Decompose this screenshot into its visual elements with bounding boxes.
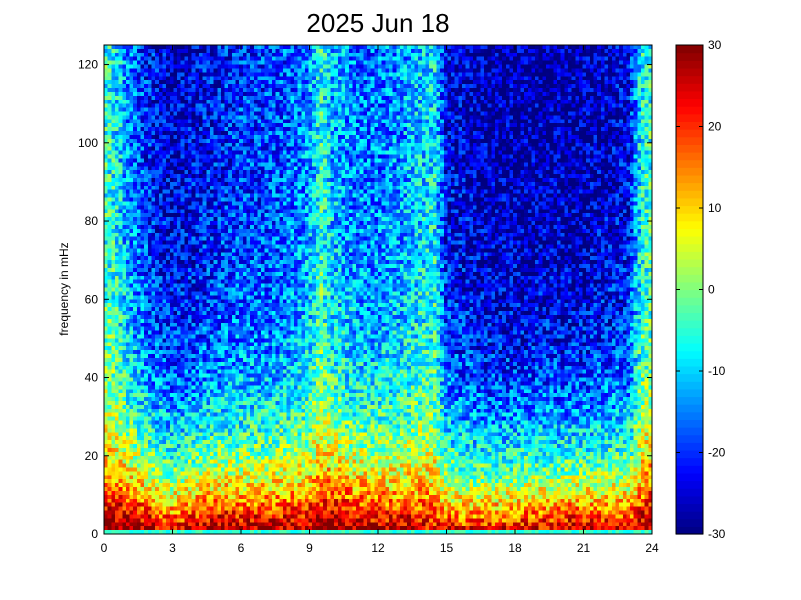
colorbar-swatch [676,258,703,268]
y-tick-label: 120 [78,58,98,72]
colorbar-swatch [676,98,703,107]
colorbar-swatch [676,419,703,428]
y-tick-label: 100 [78,136,98,150]
colorbar-swatch [676,335,703,344]
y-tick-label: 40 [85,371,99,385]
colorbar [676,45,703,535]
colorbar-swatch [676,511,703,520]
colorbar-swatch [676,281,703,291]
colorbar-tick-label: -10 [708,364,726,378]
colorbar-swatch [676,190,703,199]
colorbar-swatch [676,266,703,275]
colorbar-swatch [676,434,703,443]
colorbar-swatch [676,495,703,505]
colorbar-swatch [676,289,703,298]
colorbar-swatch [676,388,703,398]
y-tick-label: 20 [85,449,99,463]
colorbar-swatch [676,60,703,69]
y-axis: 0 20 40 60 80 100 120 [78,58,652,541]
x-tick-label: 3 [169,541,176,555]
colorbar-swatch [676,213,703,222]
colorbar-swatch [676,136,703,145]
colorbar-swatch [676,449,703,459]
x-tick-label: 18 [508,541,522,555]
heatmap-cells [104,45,652,534]
colorbar-swatch [676,174,703,184]
colorbar-swatch [676,350,703,359]
colorbar-swatch [676,144,703,153]
colorbar-swatch [676,52,703,61]
x-tick-label: 24 [645,541,659,555]
colorbar-swatch [676,228,703,237]
colorbar-axis: -30 -20 -10 0 10 20 30 [676,38,726,541]
colorbar-swatch [676,67,703,77]
colorbar-swatch [676,365,703,375]
colorbar-swatch [676,243,703,252]
colorbar-tick-label: 0 [708,283,715,297]
colorbar-tick-label: -20 [708,446,726,460]
colorbar-swatch [676,480,703,489]
colorbar-tick-label: 20 [708,120,722,134]
x-axis: 0 3 6 9 12 15 18 21 24 [101,45,659,555]
colorbar-swatch [676,411,703,420]
colorbar-swatch [676,113,703,123]
x-tick-label: 15 [440,541,454,555]
colorbar-swatch [676,106,703,115]
colorbar-swatch [676,45,703,54]
y-tick-label: 0 [91,527,98,541]
colorbar-swatch [676,327,703,336]
x-tick-label: 9 [306,541,313,555]
colorbar-swatch [676,342,703,352]
colorbar-swatch [676,151,703,161]
colorbar-swatch [676,297,703,306]
colorbar-tick-label: 30 [708,38,722,52]
colorbar-swatch [676,167,703,176]
colorbar-swatch [676,251,703,260]
colorbar-tick-label: -30 [708,527,726,541]
x-tick-label: 0 [101,541,108,555]
heatmap-plot-area [104,45,652,534]
colorbar-swatch [676,205,703,214]
colorbar-swatch [676,457,703,466]
colorbar-swatch [676,488,703,497]
colorbar-swatch [676,373,703,382]
colorbar-swatch [676,518,703,527]
colorbar-swatch [676,159,703,168]
colorbar-swatch [676,358,703,367]
colorbar-swatch [676,503,703,512]
colorbar-swatch [676,381,703,390]
colorbar-swatch [676,442,703,451]
colorbar-swatch [676,197,703,207]
colorbar-swatch [676,427,703,436]
colorbar-swatch [676,236,703,245]
colorbar-swatch [676,90,703,100]
colorbar-swatch [676,404,703,413]
x-tick-label: 12 [371,541,385,555]
chart-title: 2025 Jun 18 [306,8,449,38]
colorbar-swatch [676,182,703,191]
colorbar-swatch [676,320,703,329]
colorbar-swatch [676,274,703,283]
colorbar-swatch [676,129,703,138]
y-axis-label: frequency in mHz [57,242,71,335]
colorbar-swatch [676,526,703,535]
x-tick-label: 21 [577,541,591,555]
colorbar-swatch [676,396,703,405]
y-tick-label: 80 [85,214,99,228]
colorbar-swatch [676,304,703,314]
colorbar-swatch [676,220,703,229]
x-tick-label: 6 [238,541,245,555]
colorbar-swatch [676,83,703,92]
colorbar-swatch [676,472,703,482]
colorbar-tick-label: 10 [708,201,722,215]
colorbar-swatch [676,121,703,130]
colorbar-swatch [676,465,703,474]
colorbar-swatch [676,312,703,321]
y-tick-label: 60 [85,292,99,306]
colorbar-swatch [676,75,703,84]
